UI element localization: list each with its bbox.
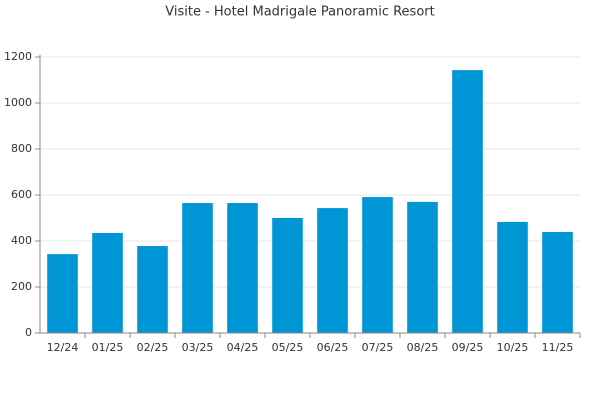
x-tick-label: 05/25 [272,341,304,354]
bar [137,246,168,333]
y-tick-label: 200 [11,280,32,293]
x-tick-label: 02/25 [137,341,169,354]
bar [542,232,573,333]
y-tick-label: 1200 [4,50,32,63]
y-tick-label: 0 [25,326,32,339]
x-tick-label: 07/25 [362,341,394,354]
x-tick-label: 06/25 [317,341,349,354]
x-tick-label: 12/24 [47,341,79,354]
bar [47,254,78,333]
bar [362,197,393,333]
x-tick-label: 04/25 [227,341,259,354]
y-tick-label: 600 [11,188,32,201]
bar [317,208,348,333]
x-tick-label: 03/25 [182,341,214,354]
y-tick-label: 400 [11,234,32,247]
y-tick-label: 1000 [4,96,32,109]
y-tick-label: 800 [11,142,32,155]
x-tick-label: 11/25 [542,341,574,354]
chart-title: Visite - Hotel Madrigale Panoramic Resor… [165,5,434,20]
bar [182,203,213,333]
x-tick-label: 10/25 [497,341,529,354]
bar [452,70,483,334]
bar [497,221,528,333]
bar [227,203,258,333]
bar [272,218,303,333]
bar [407,201,438,333]
x-tick-label: 01/25 [92,341,124,354]
x-tick-label: 08/25 [407,341,439,354]
x-tick-label: 09/25 [452,341,484,354]
bar [92,232,123,333]
